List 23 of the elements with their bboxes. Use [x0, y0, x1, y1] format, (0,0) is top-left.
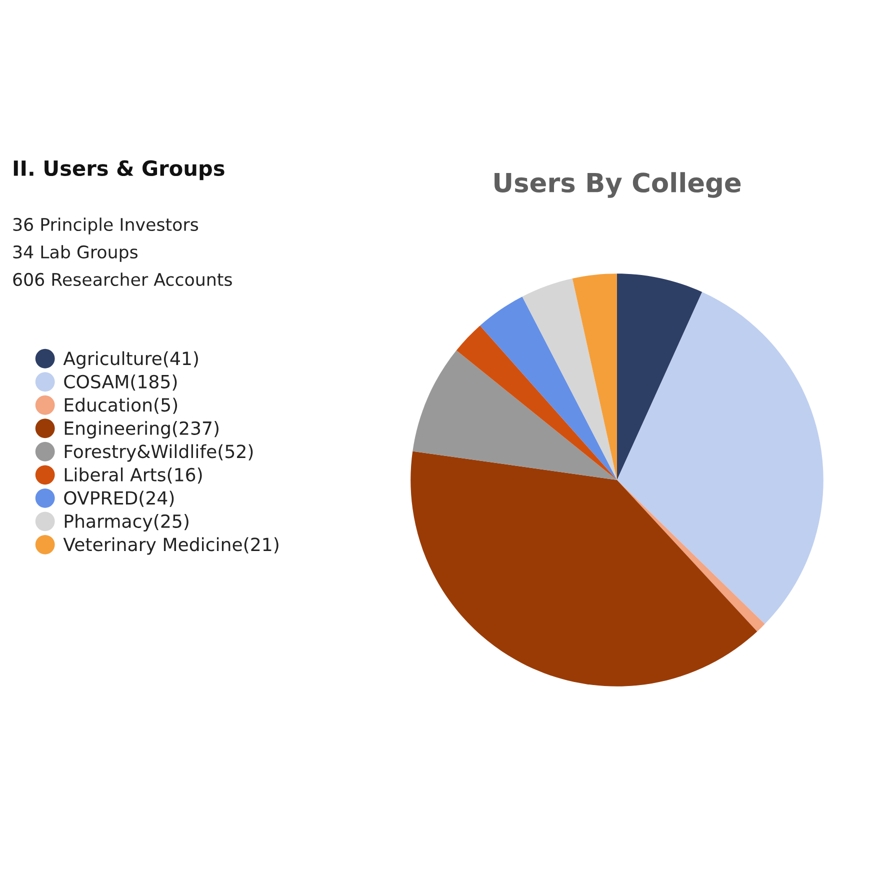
pie-slice	[480, 296, 617, 480]
legend-label: Liberal Arts(16)	[64, 468, 202, 484]
legend-label: Agriculture(41)	[63, 351, 198, 369]
pie-slice	[412, 350, 617, 480]
pie-slice	[617, 274, 702, 480]
text: 34 Lab Groups	[13, 245, 138, 262]
legend-label: Engineering(237)	[64, 421, 218, 438]
pie-slice	[456, 326, 617, 480]
pie-slice	[522, 278, 617, 480]
pie-slice	[572, 274, 617, 480]
text: II. Users & Groups	[14, 160, 224, 180]
legend-label: Education(5)	[64, 398, 178, 414]
pie-slice	[410, 451, 758, 686]
text: 606 Researcher Accounts	[13, 272, 232, 286]
chart-title: Users By College	[494, 172, 741, 198]
legend-label: Veterinary Medicine(21)	[63, 537, 278, 555]
pie-slice	[617, 480, 765, 632]
legend-label: Pharmacy(25)	[64, 514, 188, 532]
text: 36 Principle Investors	[13, 218, 198, 234]
pie-slice	[617, 292, 824, 624]
legend-label: COSAM(185)	[64, 374, 177, 391]
legend-label: Forestry&Wildlife(52)	[64, 444, 253, 462]
legend-label: OVPRED(24)	[64, 490, 174, 507]
